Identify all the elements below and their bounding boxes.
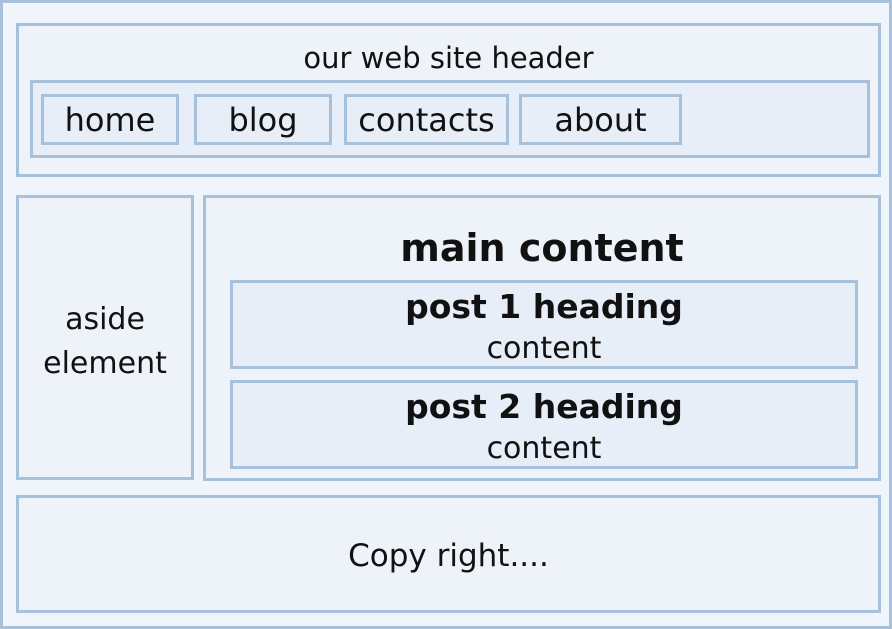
aside-label-line1: aside	[65, 302, 145, 337]
site-footer: Copy right....	[16, 495, 881, 613]
post-1-heading: post 1 heading	[405, 287, 683, 326]
nav-item-about[interactable]: about	[519, 94, 682, 145]
header-title: our web site header	[303, 41, 594, 75]
main-title: main content	[400, 226, 684, 270]
nav-bar: home blog contacts about	[30, 80, 870, 158]
site-header: our web site header home blog contacts a…	[16, 23, 881, 177]
post-1-content: content	[486, 331, 602, 366]
post-2-heading: post 2 heading	[405, 387, 683, 426]
footer-text: Copy right....	[348, 538, 549, 574]
main-content: main content post 1 heading content post…	[203, 195, 881, 481]
nav-item-contacts[interactable]: contacts	[344, 94, 509, 145]
aside-element: aside element	[16, 195, 194, 480]
nav-item-blog[interactable]: blog	[194, 94, 332, 145]
post-2: post 2 heading content	[230, 380, 858, 469]
nav-item-home[interactable]: home	[41, 94, 179, 145]
post-2-content: content	[486, 431, 602, 466]
post-1: post 1 heading content	[230, 280, 858, 369]
aside-label-line2: element	[43, 346, 167, 381]
aside-label: aside element	[19, 298, 191, 386]
